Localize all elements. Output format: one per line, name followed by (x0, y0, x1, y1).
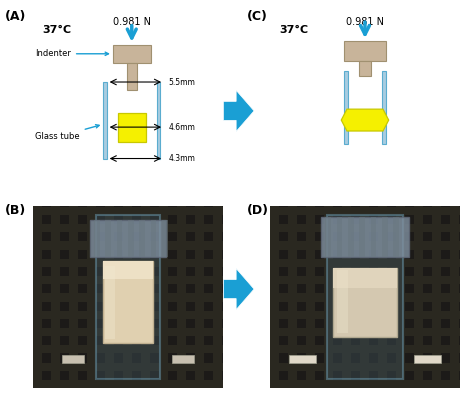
Bar (33, 310, 223, 319)
Bar (270, 206, 279, 388)
Text: 4.3mm: 4.3mm (169, 154, 196, 163)
Bar (270, 242, 460, 249)
Bar (327, 215, 403, 379)
Bar (337, 217, 342, 257)
Bar (378, 206, 387, 388)
Bar (141, 206, 150, 388)
Bar (177, 206, 186, 388)
Text: (A): (A) (5, 10, 26, 23)
Bar (105, 206, 114, 388)
Bar (96, 215, 160, 379)
Bar (270, 363, 460, 371)
Bar (157, 82, 160, 158)
Bar (162, 221, 168, 257)
Bar (33, 380, 223, 388)
Bar (128, 221, 134, 257)
Text: (C): (C) (246, 10, 267, 23)
Bar (270, 293, 460, 302)
Bar (139, 221, 145, 257)
Bar (33, 328, 223, 336)
Bar (321, 217, 409, 257)
Bar (382, 217, 388, 257)
Bar (94, 221, 100, 257)
Bar (270, 380, 460, 388)
Bar (33, 363, 223, 371)
Bar (337, 270, 348, 333)
Text: 4.6mm: 4.6mm (169, 123, 196, 131)
Bar (195, 206, 204, 388)
Bar (270, 276, 460, 284)
Bar (270, 310, 460, 319)
Text: 0.981 N: 0.981 N (346, 17, 384, 27)
Bar (383, 71, 386, 144)
Text: 37°C: 37°C (43, 25, 72, 34)
Bar (113, 45, 151, 63)
Bar (33, 224, 223, 232)
Bar (359, 217, 365, 257)
Bar (325, 217, 331, 257)
Bar (33, 345, 223, 354)
Bar (432, 206, 441, 388)
Text: Indenter: Indenter (35, 49, 109, 58)
Bar (342, 206, 351, 388)
FancyArrow shape (223, 268, 254, 310)
Text: 37°C: 37°C (280, 25, 309, 34)
Bar (103, 82, 107, 158)
Bar (127, 63, 137, 90)
Bar (87, 206, 96, 388)
FancyArrow shape (223, 90, 254, 131)
Bar (33, 206, 42, 388)
Bar (33, 242, 223, 249)
Bar (62, 355, 84, 363)
Bar (450, 206, 459, 388)
Bar (396, 206, 405, 388)
Bar (333, 268, 397, 288)
Bar (270, 207, 460, 215)
Text: 0.981 N: 0.981 N (113, 17, 151, 27)
Bar (359, 61, 371, 76)
Bar (344, 41, 386, 61)
Bar (103, 261, 153, 343)
Bar (151, 221, 156, 257)
Bar (393, 217, 399, 257)
Bar (172, 355, 194, 363)
Bar (51, 206, 60, 388)
Bar (90, 221, 166, 257)
Bar (33, 293, 223, 302)
Bar (118, 112, 146, 142)
Bar (105, 221, 111, 257)
Bar (69, 206, 78, 388)
Bar (270, 259, 460, 267)
Bar (348, 217, 354, 257)
Bar (414, 206, 423, 388)
Bar (103, 261, 153, 279)
Text: Glass tube: Glass tube (35, 125, 99, 141)
Bar (33, 207, 223, 215)
Bar (289, 355, 316, 363)
Bar (344, 71, 347, 144)
Bar (33, 259, 223, 267)
Bar (414, 355, 441, 363)
Bar (213, 206, 222, 388)
Bar (270, 345, 460, 354)
Bar (105, 266, 115, 339)
Bar (270, 328, 460, 336)
Bar (371, 217, 376, 257)
Text: (B): (B) (5, 204, 26, 217)
Bar (306, 206, 315, 388)
Polygon shape (341, 109, 389, 131)
Bar (123, 206, 132, 388)
Text: (D): (D) (246, 204, 268, 217)
Text: 5.5mm: 5.5mm (169, 78, 196, 86)
Bar (288, 206, 297, 388)
Bar (324, 206, 333, 388)
Bar (33, 276, 223, 284)
Bar (270, 224, 460, 232)
Bar (159, 206, 168, 388)
Bar (333, 268, 397, 337)
Bar (117, 221, 122, 257)
Bar (360, 206, 369, 388)
